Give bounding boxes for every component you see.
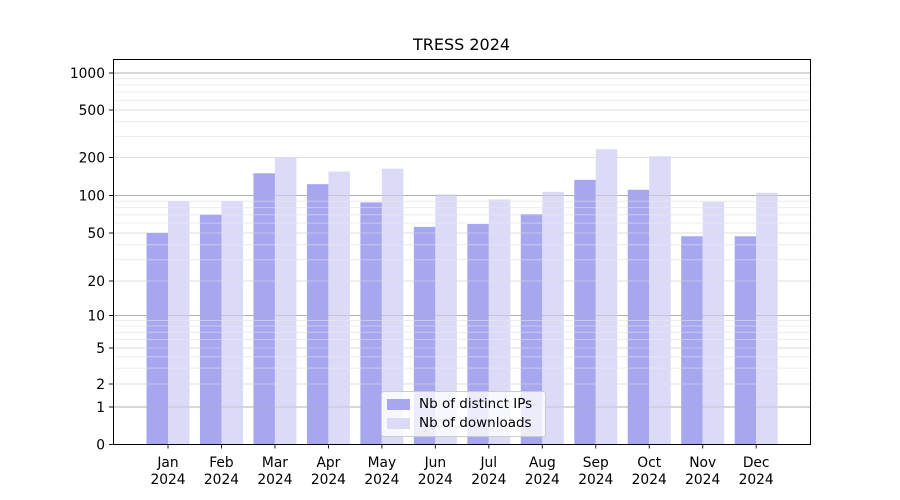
x-axis: Jan2024Feb2024Mar2024Apr2024May2024Jun20…: [150, 444, 774, 488]
bar-downloads-oct: [649, 156, 671, 445]
bar-downloads-nov: [702, 201, 725, 445]
y-tick-label: 500: [79, 103, 105, 119]
x-tick-label-year: 2024: [739, 472, 774, 488]
bar-distinct-ips-nov: [681, 236, 703, 445]
bar-distinct-ips-apr: [306, 184, 329, 445]
bar-downloads-may: [381, 168, 404, 445]
bar-distinct-ips-mar: [253, 173, 275, 445]
x-tick-label-year: 2024: [525, 472, 560, 488]
x-tick-label-month: Jan: [156, 455, 178, 471]
x-tick-label-month: May: [368, 455, 397, 471]
gridlines-over-bars: [146, 157, 778, 408]
axes-frame: [113, 59, 811, 445]
bar-downloads-apr: [328, 171, 350, 445]
bar-downloads-dec: [756, 192, 778, 445]
y-axis: 0 1 2 5 10 20 50 100 200 500 1000: [70, 66, 114, 453]
y-tick-label: 5: [96, 341, 105, 357]
x-tick-label-month: Oct: [637, 455, 661, 471]
x-tick-label-year: 2024: [150, 472, 185, 488]
x-tick-label-month: Sep: [583, 455, 609, 471]
x-tick-label-month: Apr: [316, 455, 340, 471]
bar-distinct-ips-may: [360, 202, 382, 445]
x-tick-label-year: 2024: [632, 472, 667, 488]
legend: Nb of distinct IPs Nb of downloads: [381, 391, 546, 437]
y-tick-label: 200: [79, 150, 105, 166]
legend-item-downloads: Nb of downloads: [387, 415, 539, 431]
bar-distinct-ips-aug: [520, 214, 543, 445]
legend-item-distinct-ips: Nb of distinct IPs: [387, 395, 539, 412]
legend-swatch-downloads: [387, 418, 410, 430]
x-tick-label-month: Jun: [424, 455, 447, 471]
x-tick-label-month: Dec: [743, 455, 770, 471]
bar-downloads-aug: [542, 191, 564, 445]
y-tick-label: 0: [96, 437, 105, 453]
y-tick-label: 1000: [70, 66, 105, 82]
y-tick-label: 1: [96, 400, 105, 416]
bar-distinct-ips-feb: [199, 214, 222, 445]
bar-downloads-jun: [435, 194, 457, 445]
bar-distinct-ips-oct: [627, 189, 650, 445]
y-tick-label: 20: [87, 274, 105, 290]
x-tick-label-year: 2024: [257, 472, 292, 488]
x-tick-label-month: Feb: [209, 455, 233, 471]
bar-distinct-ips-sep: [574, 179, 596, 445]
bar-downloads-feb: [221, 201, 243, 445]
x-tick-label-month: Nov: [689, 455, 716, 471]
x-tick-label-year: 2024: [311, 472, 346, 488]
bar-downloads-jan: [168, 201, 190, 445]
x-tick-label-year: 2024: [471, 472, 506, 488]
legend-label-downloads: Nb of downloads: [419, 415, 532, 431]
x-tick-label-year: 2024: [364, 472, 399, 488]
y-tick-label: 2: [96, 377, 105, 393]
bar-downloads-sep: [595, 149, 618, 445]
y-tick-label: 100: [79, 188, 105, 204]
bar-distinct-ips-jul: [467, 224, 489, 445]
x-tick-label-month: Mar: [262, 455, 288, 471]
x-tick-label-month: Jul: [479, 455, 497, 471]
bar-distinct-ips-jan: [146, 233, 168, 445]
bars: [146, 149, 778, 445]
chart-title: TRESS 2024: [412, 35, 511, 54]
bar-downloads-mar: [274, 157, 297, 445]
bar-distinct-ips-dec: [734, 236, 757, 445]
y-tick-label: 50: [87, 226, 105, 242]
x-tick-label-year: 2024: [578, 472, 613, 488]
x-tick-label-year: 2024: [685, 472, 720, 488]
x-tick-label-month: Aug: [529, 455, 556, 471]
bar-downloads-jul: [488, 199, 511, 445]
y-tick-label: 10: [87, 308, 105, 324]
x-tick-label-year: 2024: [204, 472, 239, 488]
x-tick-label-year: 2024: [418, 472, 453, 488]
legend-label-distinct-ips: Nb of distinct IPs: [419, 395, 533, 412]
legend-swatch-distinct-ips: [387, 398, 410, 410]
